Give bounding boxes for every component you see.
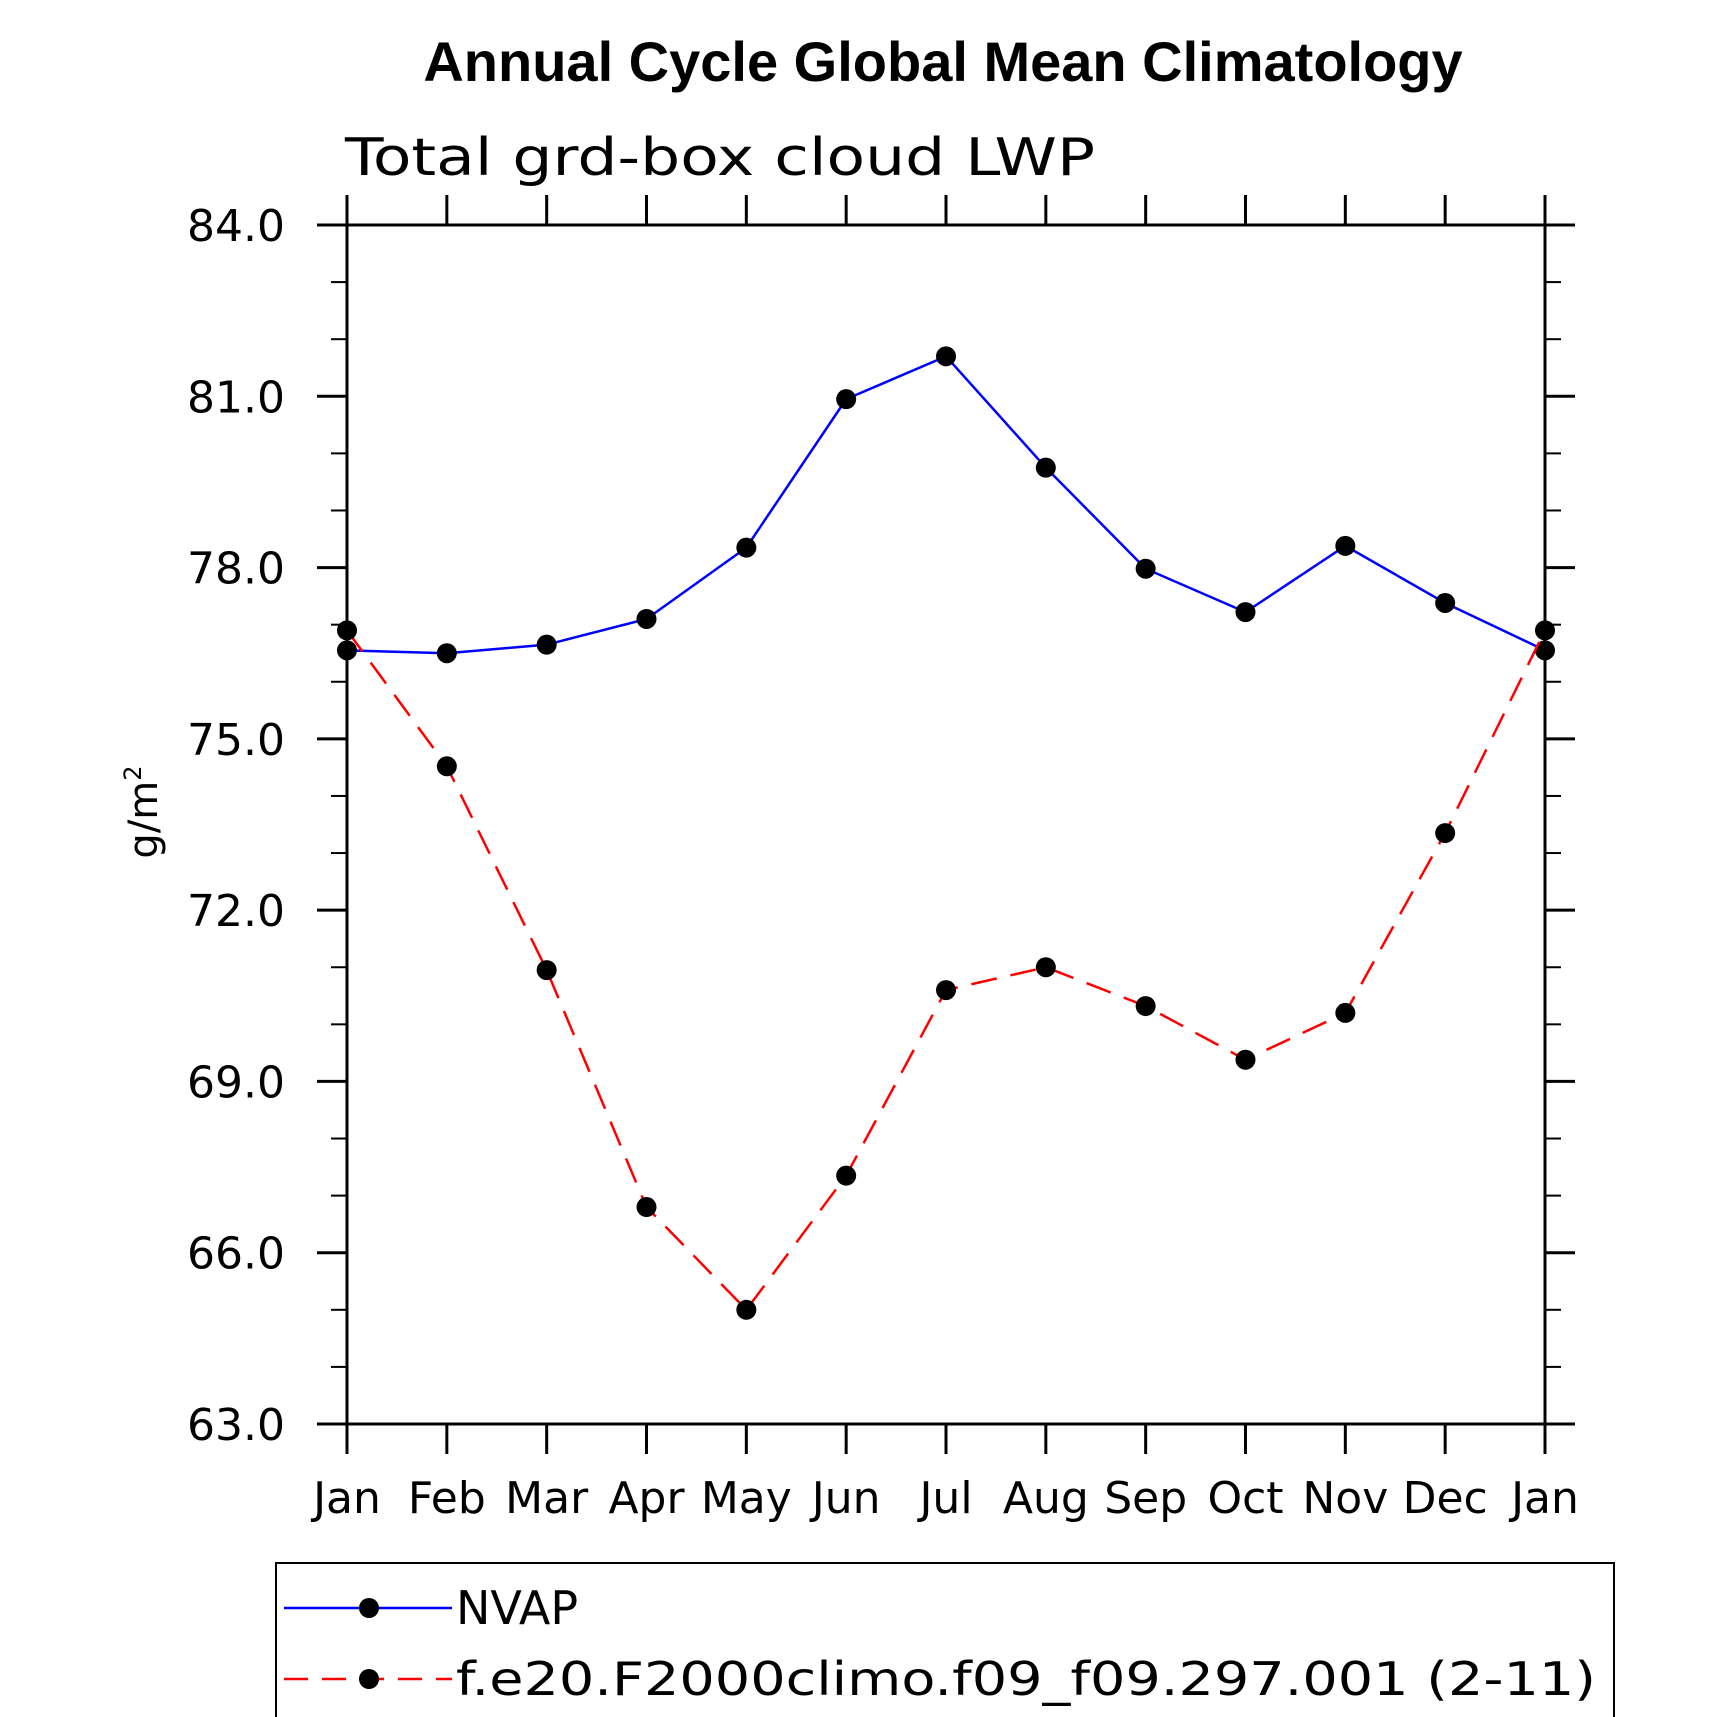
y-axis-label: g/m2 — [119, 765, 167, 858]
y-tick-label: 75.0 — [187, 715, 285, 766]
data-point — [436, 756, 457, 777]
data-point — [1035, 457, 1056, 478]
y-tick-label: 63.0 — [187, 1400, 285, 1451]
legend-marker — [359, 1598, 379, 1618]
series-2 — [337, 620, 1555, 1320]
data-point — [936, 346, 956, 367]
x-tick-label: Aug — [1003, 1473, 1089, 1524]
data-point — [1335, 535, 1356, 556]
data-point — [1235, 1049, 1256, 1070]
legend-box — [275, 1562, 1615, 1717]
data-point — [836, 389, 857, 410]
svg-text:g/m2: g/m2 — [119, 765, 167, 858]
data-point — [1135, 558, 1156, 579]
series-1 — [337, 346, 1555, 664]
data-point — [1335, 1002, 1356, 1023]
series-line — [345, 629, 1547, 1312]
data-point — [836, 1165, 857, 1186]
data-point — [736, 537, 757, 558]
data-point — [1135, 996, 1156, 1017]
axis-ticks — [317, 195, 1575, 1454]
y-tick-label: 78.0 — [187, 544, 285, 595]
x-tick-label: Mar — [505, 1473, 589, 1524]
data-point — [636, 1197, 657, 1218]
x-tick-label: Apr — [608, 1473, 685, 1524]
x-tick-label: May — [701, 1473, 792, 1524]
y-tick-label: 69.0 — [187, 1057, 285, 1108]
y-axis-label-unit: g/m — [121, 781, 167, 859]
chart-subtitle: Total grd-box cloud LWP — [344, 128, 1095, 188]
data-point — [436, 643, 457, 664]
y-axis-label-exponent: 2 — [119, 765, 147, 780]
plot-frame — [345, 223, 1547, 1426]
legend-label: NVAP — [456, 1581, 578, 1635]
legend-marker — [359, 1669, 379, 1689]
legend: NVAP f.e20.F2000climo.f09_f09.297.001 (2-… — [275, 1562, 1615, 1717]
x-tick-label: Dec — [1403, 1473, 1488, 1524]
series-line — [346, 354, 1546, 655]
x-tick-label: Oct — [1207, 1473, 1283, 1524]
data-point — [536, 634, 557, 655]
legend-entry: NVAP — [284, 1581, 578, 1635]
x-tick-label: Jan — [1508, 1473, 1579, 1524]
x-tick-label: Sep — [1104, 1473, 1187, 1524]
legend-label: f.e20.F2000climo.f09_f09.297.001 (2-11) — [456, 1652, 1596, 1706]
series-layer — [337, 346, 1555, 1320]
y-tick-labels: 63.0 66.0 69.0 72.0 75.0 78.0 81.0 84.0 — [187, 201, 285, 1451]
data-point — [1235, 602, 1256, 623]
legend-entry: f.e20.F2000climo.f09_f09.297.001 (2-11) — [284, 1652, 1596, 1706]
data-point — [536, 960, 557, 981]
chart-title: Annual Cycle Global Mean Climatology — [423, 30, 1462, 93]
data-point — [936, 980, 956, 1001]
y-tick-label: 84.0 — [187, 201, 285, 252]
data-point — [736, 1299, 757, 1320]
y-tick-label: 81.0 — [187, 372, 285, 423]
x-tick-label: Jul — [916, 1473, 972, 1524]
data-point — [636, 608, 657, 629]
x-tick-label: Jun — [809, 1473, 881, 1524]
data-point — [1035, 957, 1056, 978]
x-tick-label: Feb — [408, 1473, 486, 1524]
x-tick-label: Jan — [310, 1473, 381, 1524]
data-point — [1435, 823, 1456, 844]
x-tick-label: Nov — [1302, 1473, 1388, 1524]
data-point — [1435, 592, 1456, 613]
y-tick-label: 72.0 — [187, 886, 285, 937]
x-tick-labels: Jan Feb Mar Apr May Jun Jul Aug Sep Oct Nov Dec Jan — [310, 1473, 1579, 1524]
y-tick-label: 66.0 — [187, 1229, 285, 1280]
